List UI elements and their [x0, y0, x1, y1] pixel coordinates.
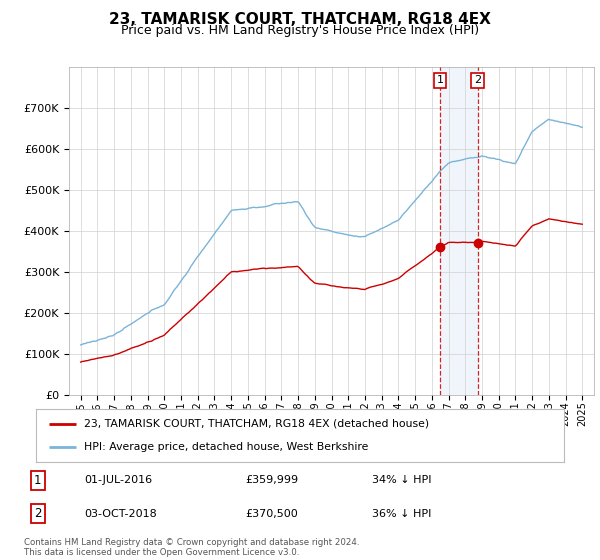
Text: 34% ↓ HPI: 34% ↓ HPI — [372, 475, 431, 485]
Text: Contains HM Land Registry data © Crown copyright and database right 2024.
This d: Contains HM Land Registry data © Crown c… — [24, 538, 359, 557]
Text: £370,500: £370,500 — [245, 509, 298, 519]
Text: 1: 1 — [437, 76, 443, 85]
Text: HPI: Average price, detached house, West Berkshire: HPI: Average price, detached house, West… — [83, 442, 368, 452]
Text: 01-JUL-2016: 01-JUL-2016 — [85, 475, 153, 485]
Text: 1: 1 — [34, 474, 41, 487]
Text: 23, TAMARISK COURT, THATCHAM, RG18 4EX: 23, TAMARISK COURT, THATCHAM, RG18 4EX — [109, 12, 491, 27]
Text: 03-OCT-2018: 03-OCT-2018 — [85, 509, 157, 519]
Text: 2: 2 — [474, 76, 481, 85]
Text: £359,999: £359,999 — [245, 475, 298, 485]
Text: 36% ↓ HPI: 36% ↓ HPI — [372, 509, 431, 519]
Text: 23, TAMARISK COURT, THATCHAM, RG18 4EX (detached house): 23, TAMARISK COURT, THATCHAM, RG18 4EX (… — [83, 419, 428, 429]
Text: Price paid vs. HM Land Registry's House Price Index (HPI): Price paid vs. HM Land Registry's House … — [121, 24, 479, 36]
Bar — [440, 67, 478, 395]
Text: 2: 2 — [34, 507, 41, 520]
